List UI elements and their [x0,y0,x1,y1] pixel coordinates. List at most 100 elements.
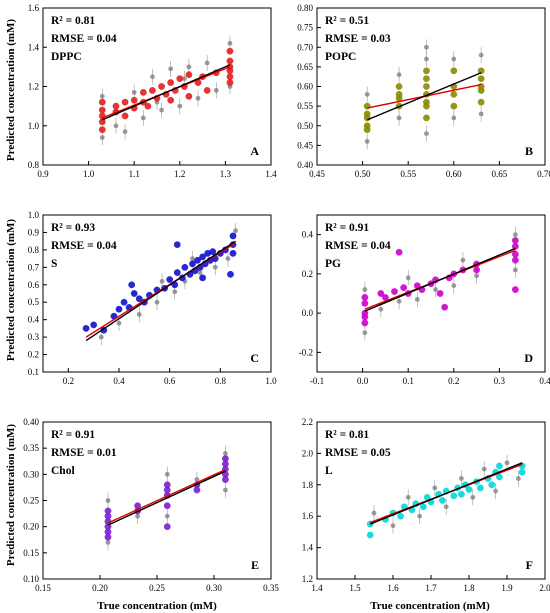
panel-d: -0.1 0.0 0.1 0.2 0.3 0.4 -0.2 0.0 0.2 0.4 R² = 0.9… [299,214,550,386]
y-axis-title-top: Predicted concentration (mM) [5,19,17,161]
x-axis-title-left: True concentration (mM) [97,600,217,612]
data-point-c [189,260,196,268]
data-point-f [419,503,427,511]
x-tick-label-b: 0.55 [400,169,416,179]
grey-point-f [417,513,422,519]
fit-line-red-c [85,242,236,338]
grey-point-d [474,273,479,279]
y-tick-label-d: 0.0 [302,308,314,318]
grey-point-a [213,88,219,93]
y-tick-label-c: 0.7 [28,262,40,272]
data-point-d [400,284,408,292]
grey-point-e [135,513,141,519]
y-tick-label-f: 1.6 [302,511,314,521]
data-point-b [450,67,458,75]
x-tick-label-f: 1.6 [387,583,399,593]
y-tick-label-c: 1.0 [28,210,40,220]
y-tick-label-c: 0.3 [28,332,40,342]
y-tick-label-e: 0.25 [23,496,39,506]
data-point-b [363,114,371,122]
y-tick-label-c: 0.4 [28,315,40,325]
data-point-b [450,102,458,110]
data-point-c [227,270,234,278]
plot-frame-b [316,7,546,166]
fit-line-black-b [366,72,482,121]
fit-line-red-e [107,468,226,524]
data-point-d [361,319,369,327]
y-tick-label-b: 0.75 [297,23,313,33]
x-tick-label-b: 0.70 [537,169,550,179]
grey-point-c [136,312,142,317]
data-point-a [226,73,234,81]
data-point-c [166,276,174,283]
data-point-a [203,87,211,94]
x-tick-label-d: 0.3 [494,376,506,386]
y-tick-label-e: 0.10 [23,574,39,584]
grey-point-d [414,296,420,302]
data-point-e [163,523,171,531]
x-tick-label-a: 1.1 [129,169,140,179]
data-point-a [176,75,184,83]
y-tick-label-d: -0.2 [299,347,313,357]
y-tick-label-a: 1.4 [28,42,40,52]
y-tick-label-a: 1.6 [28,3,40,13]
grey-point-c [159,278,165,284]
grey-point-b [451,115,457,121]
y-tick-label-b: 0.60 [297,82,313,92]
x-tick-label-f: 1.5 [349,583,361,593]
panel-label-d: PG [325,258,341,270]
grey-point-a [99,93,105,99]
grey-point-b [364,91,370,97]
data-point-c [199,274,207,282]
y-tick-label-c: 0.6 [28,280,40,290]
data-point-d [441,303,449,311]
data-point-e [104,528,112,536]
data-point-d [511,286,519,293]
data-point-e [193,486,201,494]
x-tick-label-b: 0.45 [309,169,325,179]
x-tick-label-a: 1.2 [174,169,185,179]
y-tick-label-e: 0.20 [23,522,39,532]
data-point-b [395,83,403,90]
grey-point-f [504,460,510,466]
grey-point-f [405,494,411,500]
grey-point-b [396,115,402,121]
r-squared-c: R² = 0.93 [51,222,95,234]
r-squared-e: R² = 0.91 [51,429,95,441]
data-point-b [423,83,430,90]
x-tick-label-d: 0.0 [357,376,369,386]
data-point-f [438,497,446,504]
data-point-c [229,249,237,257]
y-tick-label-c: 0.8 [28,245,40,255]
grey-point-a [227,40,233,46]
x-tick-label-d: 0.2 [448,376,459,386]
data-point-d [436,290,444,297]
data-point-c [194,256,201,264]
panel-label-c: S [51,258,57,270]
grey-point-c [233,228,238,234]
y-tick-label-b: 0.70 [297,42,313,52]
grey-point-d [405,275,411,281]
data-point-b [423,75,430,83]
data-point-a [185,71,193,79]
grey-point-d [512,267,518,273]
data-point-c [120,298,128,306]
data-point-a [121,112,129,120]
data-point-b [450,90,458,98]
data-point-f [495,462,503,470]
x-tick-label-e: 0.15 [35,583,51,593]
y-tick-label-c: 0.2 [28,350,39,360]
data-point-d [511,250,519,258]
grey-point-f [459,476,464,481]
y-tick-label-b: 0.45 [297,140,313,150]
data-point-d [511,256,519,264]
x-tick-label-c: 0.6 [164,376,176,386]
grey-point-d [396,298,402,304]
grey-point-d [362,287,368,292]
x-tick-label-a: 1.4 [265,169,277,179]
data-point-a [121,98,129,106]
y-tick-label-f: 1.4 [302,543,314,553]
panel-a: 0.9 1.0 1.1 1.2 1.3 1.4 0.8 1.0 1.2 1.4 1.6 R² = 0.… [28,3,277,179]
y-tick-label-a: 1.2 [28,82,39,92]
